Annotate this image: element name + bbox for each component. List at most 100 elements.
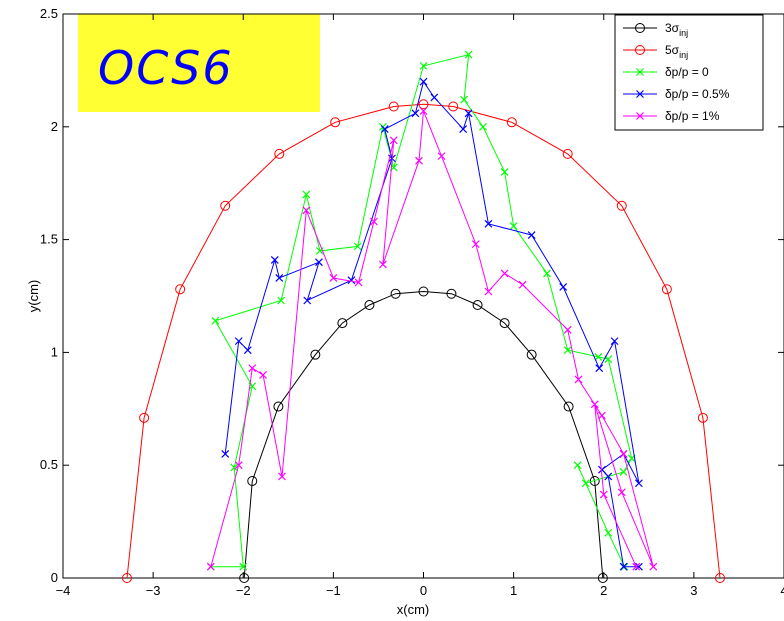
x-axis-label: x(cm) [397,602,430,617]
data-point [634,562,643,571]
data-point [715,573,726,583]
data-point [247,475,258,486]
y-tick-label: 2 [51,119,58,134]
data-point [563,325,572,334]
data-point [598,465,606,474]
data-point [527,231,536,240]
data-point [380,125,389,133]
data-point [379,260,387,269]
data-point [302,206,311,215]
data-point [329,274,338,282]
data-point [446,288,457,299]
data-point [634,479,643,488]
y-tick-label: 1.5 [40,232,58,247]
data-point [499,318,510,329]
legend-item: δp/p = 1% [623,109,720,123]
x-tick-label: −2 [236,583,251,598]
data-point [459,125,468,133]
data-point [619,562,628,571]
legend-item: δp/p = 0 [623,65,709,79]
data-point [370,217,378,226]
data-point [617,488,626,497]
series-3 [221,77,643,571]
series-2 [206,50,636,571]
data-point [472,300,483,311]
data-point [278,472,286,481]
x-tick-label: 1 [510,583,517,598]
data-point [315,246,324,255]
data-point [121,573,132,583]
data-point [270,255,279,264]
data-point [221,449,230,458]
legend-label: δp/p = 0.5% [665,87,730,101]
data-point [464,50,473,59]
data-point [390,288,401,299]
series-0 [239,286,608,583]
data-point [234,461,243,470]
data-point [239,573,250,583]
y-tick-label: 0 [51,570,58,585]
data-point [589,475,600,486]
x-tick-label: 4 [780,583,784,598]
data-point [597,573,608,583]
x-tick-label: 2 [600,583,607,598]
legend-item: 5σinj [623,43,688,60]
legend-item: δp/p = 0.5% [623,87,730,101]
data-point [581,479,590,488]
data-point [277,296,286,305]
data-point [419,77,428,86]
data-point [353,242,362,251]
data-point [563,346,572,355]
data-point [419,107,428,115]
data-point [518,280,527,289]
data-point [599,490,608,499]
data-point [230,463,239,472]
badge-label: OCS6 [98,41,234,95]
data-point [559,283,568,291]
legend-swatch-marker [636,68,644,76]
data-point [315,258,323,267]
badge-box [78,14,320,112]
y-tick-label: 0.5 [40,457,58,472]
data-point [411,109,420,118]
data-point [418,286,429,297]
data-point [175,284,186,295]
data-point [594,352,603,361]
data-point [598,411,606,420]
data-point [239,562,248,571]
series-4 [206,107,658,571]
data-point [302,190,311,199]
data-point [437,152,446,161]
data-point [211,316,220,325]
data-point [484,287,493,296]
data-point [354,278,363,287]
series-line [243,290,604,579]
x-tick-label: −3 [146,583,161,598]
legend-label: 5σinj [665,43,688,60]
data-point [337,318,348,329]
data-point [590,400,599,409]
data-point [364,300,375,311]
data-point [697,412,708,423]
data-point [259,371,268,379]
data-point [506,117,517,128]
data-point [500,167,509,176]
data-point [330,117,341,128]
data-point [418,99,429,110]
data-point [471,240,480,249]
data-point [460,95,468,104]
data-point [574,375,583,384]
data-point [248,364,257,373]
data-point [206,562,215,571]
data-point [562,148,573,159]
data-point [243,346,252,355]
legend-swatch-marker [636,90,644,98]
data-point [464,109,473,118]
data-point [220,200,231,211]
x-tick-label: 3 [690,583,697,598]
data-point [303,296,312,305]
data-point [610,337,619,346]
legend-swatch-marker [635,23,645,33]
x-tick-label: 0 [420,583,427,598]
